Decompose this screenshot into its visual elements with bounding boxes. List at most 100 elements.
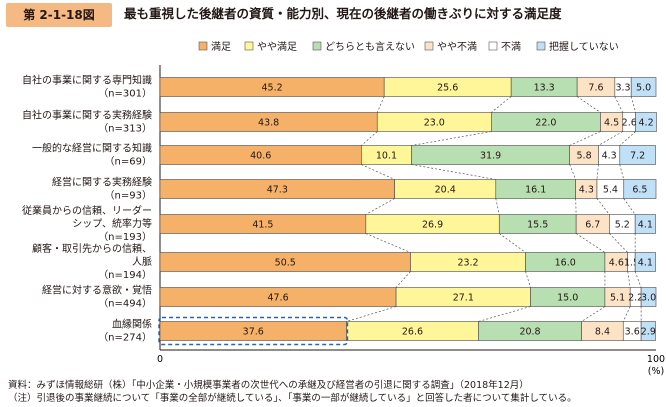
data-label: 4.6: [609, 258, 624, 269]
data-label: 5.8: [577, 151, 592, 162]
data-label: 20.8: [519, 327, 540, 338]
connector-line: [596, 198, 610, 215]
category-label: シップ、統率力等: [72, 217, 152, 230]
data-label: 4.5: [604, 118, 619, 129]
connector-line: [627, 271, 631, 288]
connector-line: [598, 131, 623, 146]
data-label: 41.5: [252, 220, 273, 231]
connector-line: [411, 131, 492, 146]
data-label: 47.6: [267, 293, 288, 304]
category-label: 経営に関する実務経験: [52, 176, 152, 189]
bar-segment: [635, 112, 657, 132]
data-label: 13.3: [534, 83, 555, 94]
connector-line: [478, 306, 531, 322]
footnote: （注）引退後の事業継続について「事業の全部が継続している」、「事業の一部が継続し…: [8, 393, 577, 404]
legend-label: 把握していない: [549, 40, 619, 53]
legend-label: やや不満: [437, 41, 477, 53]
category-n-label: （n=69）: [105, 156, 152, 168]
data-label: 27.1: [453, 293, 474, 304]
connector-line: [499, 233, 526, 253]
data-label: 5.0: [636, 83, 651, 94]
data-label: 5.1: [610, 293, 625, 304]
legend-swatch: [244, 41, 254, 51]
bar-segment: [634, 214, 656, 234]
data-label: 2.9: [641, 327, 656, 338]
legend-swatch: [312, 41, 322, 51]
data-label: 3.0: [641, 293, 656, 304]
data-label: 23.0: [424, 118, 445, 129]
legend-label: 満足: [211, 41, 231, 53]
connector-line: [495, 198, 500, 215]
data-label: 3.3: [615, 83, 630, 94]
connector-line: [623, 198, 636, 215]
category-n-label: （n=194）: [98, 269, 152, 281]
category-label: 血縁関係: [112, 318, 152, 331]
connector-line: [395, 271, 411, 288]
bar-segment: [630, 77, 657, 97]
connector-line: [411, 164, 496, 180]
connector-line: [365, 198, 395, 215]
category-label: 自社の事業に関する実務経験: [22, 109, 152, 122]
legend-label: 不満: [501, 41, 521, 53]
data-label: 23.2: [457, 258, 478, 269]
data-label: 16.0: [555, 258, 576, 269]
data-label: 43.8: [258, 118, 279, 129]
data-label: 25.6: [437, 83, 458, 94]
highlight-box: [158, 316, 349, 346]
data-label: 16.1: [525, 185, 546, 196]
connector-line: [575, 233, 606, 253]
bar-segment: [640, 321, 656, 341]
connector-line: [525, 271, 531, 288]
legend-swatch: [488, 41, 498, 51]
data-label: 47.3: [267, 185, 288, 196]
data-label: 7.2: [630, 151, 645, 162]
data-label: 15.5: [527, 220, 548, 231]
connector-line: [361, 131, 378, 146]
connector-line: [491, 96, 512, 113]
category-label: 顧客・取引先からの信頼、: [32, 242, 152, 255]
connector-line: [622, 306, 631, 322]
bar-segment: [623, 179, 657, 199]
x-tick-label: 0: [157, 354, 163, 365]
data-label: 4.3: [579, 185, 594, 196]
data-label: 4.3: [602, 151, 617, 162]
category-n-label: （n=313）: [98, 123, 152, 135]
data-label: 7.6: [588, 83, 603, 94]
category-label: 経営に対する意欲・覚悟: [42, 284, 152, 297]
data-label: 40.6: [250, 151, 271, 162]
legend-swatch: [536, 41, 546, 51]
connector-line: [619, 164, 625, 180]
figure-title: 最も重視した後継者の資質・能力別、現在の後継者の働きぶりに対する満足度: [124, 6, 562, 21]
data-label: 6.7: [585, 220, 600, 231]
connector-line: [596, 164, 599, 180]
connector-line: [630, 96, 637, 113]
data-label: 2.2: [628, 293, 643, 304]
data-label: 15.0: [557, 293, 578, 304]
data-label: 4.1: [638, 258, 653, 269]
x-axis-unit: (%): [648, 366, 664, 377]
category-label: 従業員からの信頼、リーダー: [22, 204, 152, 217]
connector-line: [569, 164, 576, 180]
connector-line: [619, 131, 636, 146]
category-label: 一般的な経営に関する知識: [32, 142, 152, 155]
data-label: 6.5: [632, 185, 647, 196]
bar-segment: [634, 252, 656, 272]
category-n-label: （n=274）: [98, 332, 152, 344]
legend-label: どちらとも言えない: [325, 40, 415, 53]
figure-number-badge: 第 2-1-18図: [6, 3, 112, 27]
data-label: 5.2: [615, 220, 630, 231]
data-label: 10.1: [376, 151, 397, 162]
data-label: 45.2: [262, 83, 283, 94]
data-label: 2.6: [622, 118, 637, 129]
category-n-label: （n=494）: [98, 298, 152, 310]
data-label: 31.9: [480, 151, 501, 162]
category-n-label: （n=93）: [105, 190, 152, 202]
category-label: 人脈: [132, 255, 152, 268]
data-label: 22.0: [535, 118, 556, 129]
data-label: 5.4: [603, 185, 618, 196]
legend-swatch: [198, 41, 208, 51]
data-label: 3.6: [625, 327, 640, 338]
category-label: 自社の事業に関する専門知識: [22, 74, 152, 87]
data-label: 4.1: [638, 220, 653, 231]
data-label: 26.9: [422, 220, 443, 231]
